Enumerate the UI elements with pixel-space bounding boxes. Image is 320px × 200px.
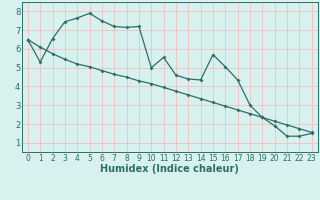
X-axis label: Humidex (Indice chaleur): Humidex (Indice chaleur) bbox=[100, 164, 239, 174]
